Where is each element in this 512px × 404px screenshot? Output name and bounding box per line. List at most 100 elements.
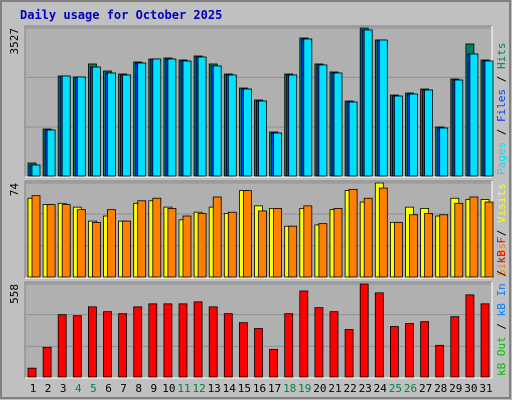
- bar: [242, 190, 252, 278]
- bar: [465, 294, 475, 378]
- bar: [227, 211, 237, 278]
- bar: [405, 323, 414, 378]
- x-tick-label: 19: [298, 382, 311, 395]
- bar: [61, 204, 71, 278]
- bar: [288, 74, 298, 177]
- bar: [238, 322, 248, 378]
- bar: [152, 58, 162, 177]
- bar: [454, 202, 464, 278]
- bar: [212, 196, 222, 278]
- bar: [480, 303, 490, 378]
- bar: [254, 328, 263, 378]
- x-tick-label: 4: [75, 382, 82, 395]
- x-tick-label: 14: [223, 382, 237, 395]
- bar: [27, 367, 37, 378]
- bar: [92, 221, 101, 278]
- bar: [409, 93, 418, 177]
- bar: [178, 303, 188, 378]
- bar: [439, 127, 449, 177]
- x-tick-label: 17: [268, 382, 281, 395]
- bar: [107, 209, 116, 278]
- bar: [212, 65, 222, 177]
- legend-separator: /: [495, 122, 508, 142]
- bar: [393, 95, 403, 177]
- bar: [378, 187, 388, 278]
- legend-entry: Visits: [495, 183, 508, 223]
- bar: [333, 208, 343, 278]
- bar: [318, 223, 328, 278]
- y-tick-label: 74: [8, 183, 21, 197]
- legend-entry: kB Out: [495, 336, 508, 376]
- legend-entry: Hits: [495, 43, 508, 70]
- x-tick-label: 28: [434, 382, 447, 395]
- bar: [182, 60, 192, 177]
- bar: [137, 200, 147, 278]
- legend-entry: Pages: [495, 142, 508, 175]
- bar: [273, 208, 283, 278]
- bar: [76, 76, 86, 177]
- bar: [288, 225, 298, 278]
- bar: [258, 210, 267, 278]
- legend: Sites / Visits: [495, 183, 508, 276]
- chart-title: Daily usage for October 2025: [20, 8, 222, 22]
- bar: [88, 306, 97, 378]
- x-tick-label: 1: [30, 382, 37, 395]
- bar: [167, 58, 177, 177]
- bar: [344, 329, 354, 378]
- bar: [46, 204, 56, 278]
- x-tick-label: 12: [192, 382, 205, 395]
- legend-entry: kB F: [495, 237, 508, 264]
- legend-separator: /: [495, 263, 508, 283]
- x-tick-label: 26: [404, 382, 417, 395]
- bar: [42, 346, 52, 378]
- bar: [284, 313, 294, 378]
- bar: [133, 306, 143, 378]
- bar: [314, 307, 324, 378]
- bar: [303, 38, 313, 177]
- bar: [439, 214, 449, 278]
- y-tick-label: 3527: [8, 28, 21, 55]
- bar: [76, 209, 86, 278]
- legend-separator: /: [495, 316, 508, 336]
- x-tick-label: 6: [105, 382, 112, 395]
- x-tick-label: 5: [90, 382, 97, 395]
- bar: [197, 213, 207, 278]
- bar: [348, 188, 358, 278]
- x-tick-label: 3: [60, 382, 67, 395]
- x-tick-label: 9: [150, 382, 157, 395]
- bar: [424, 89, 434, 177]
- x-tick-label: 11: [177, 382, 190, 395]
- x-tick-label: 25: [389, 382, 402, 395]
- x-tick-label: 13: [208, 382, 221, 395]
- x-tick-label: 8: [135, 382, 142, 395]
- bar: [348, 101, 358, 177]
- bar: [363, 29, 373, 177]
- legend-separator: /: [495, 223, 508, 243]
- legend: kB Out / kB In / kB F: [495, 237, 508, 376]
- x-tick-label: 20: [313, 382, 326, 395]
- bar: [299, 290, 309, 378]
- bar: [227, 74, 237, 177]
- x-tick-label: 10: [162, 382, 175, 395]
- bar: [107, 72, 116, 177]
- x-tick-label: 21: [328, 382, 341, 395]
- bar: [193, 301, 203, 378]
- bar: [318, 64, 328, 177]
- bar: [389, 326, 399, 378]
- x-tick-label: 2: [45, 382, 52, 395]
- x-tick-label: 29: [449, 382, 462, 395]
- x-tick-label: 24: [374, 382, 388, 395]
- bar: [61, 75, 71, 177]
- bar: [359, 283, 369, 378]
- legend-entry: Sites: [495, 243, 508, 276]
- legend-separator: /: [495, 69, 508, 89]
- bar: [92, 66, 101, 177]
- bar: [269, 348, 279, 378]
- bar: [122, 74, 131, 177]
- bar: [31, 164, 41, 177]
- bar: [469, 53, 479, 177]
- bar: [273, 132, 283, 177]
- bar: [197, 56, 207, 177]
- bar: [484, 201, 494, 278]
